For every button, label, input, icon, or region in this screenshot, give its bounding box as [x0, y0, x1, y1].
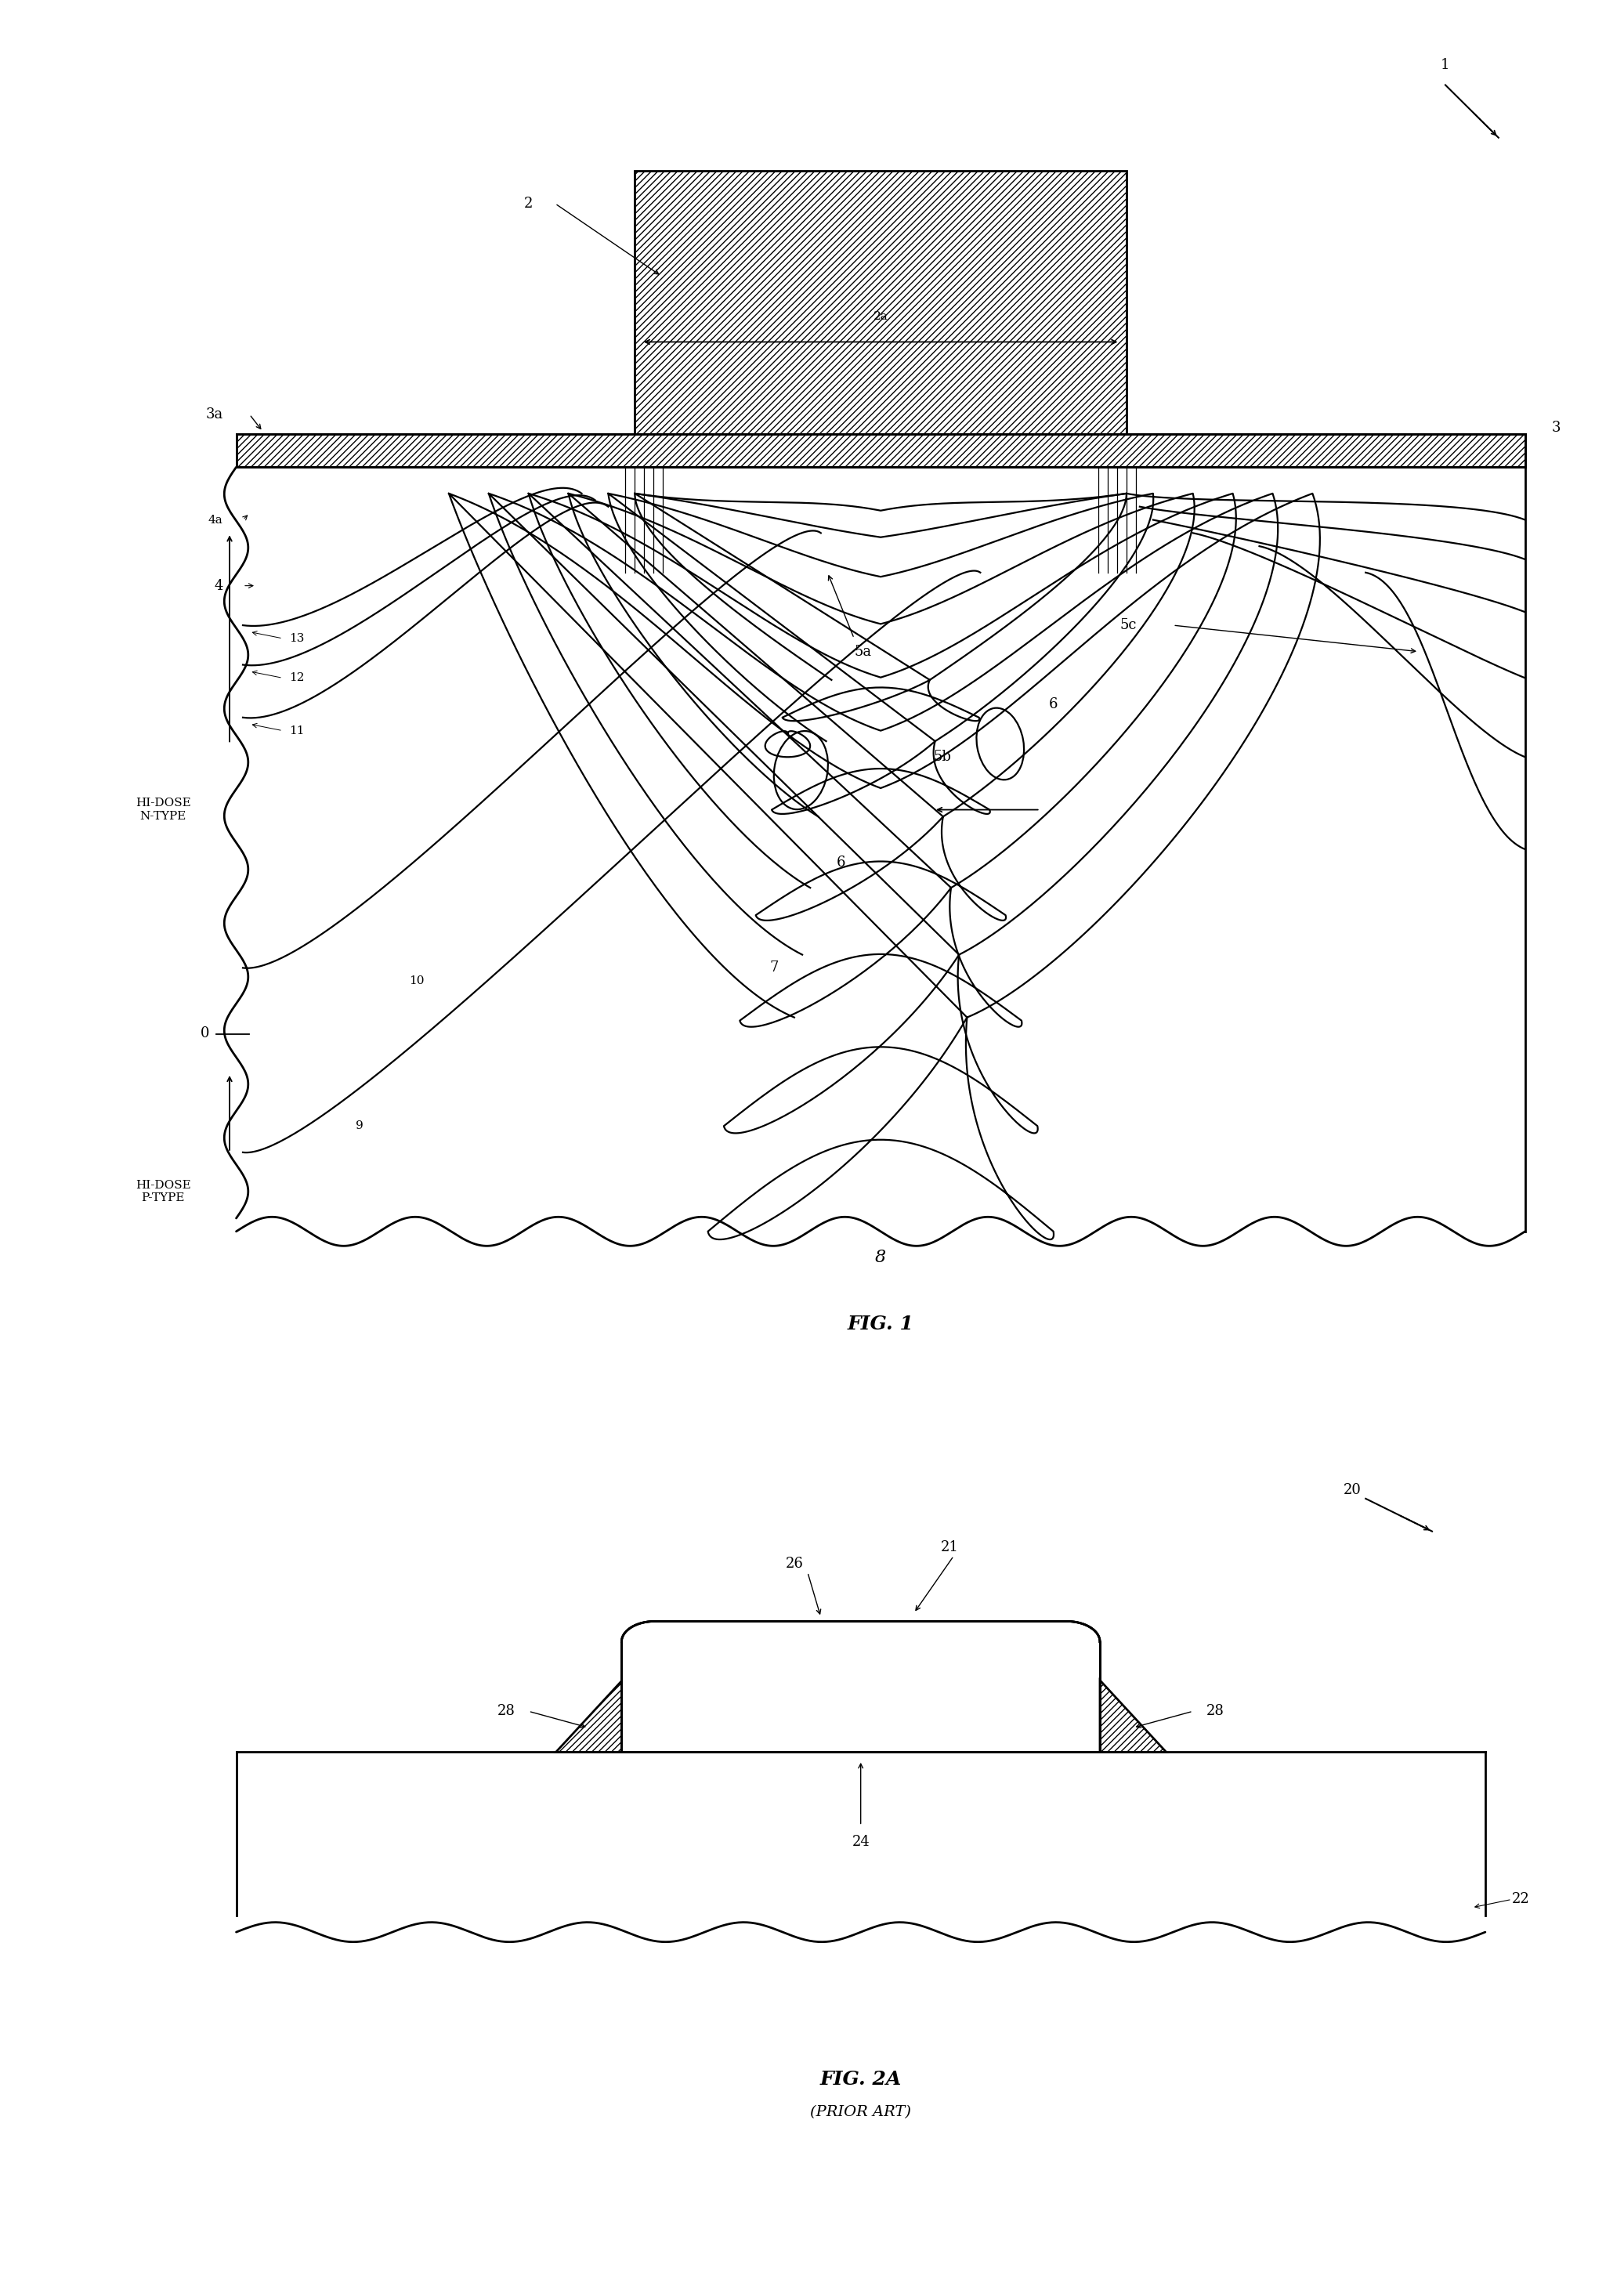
Text: FIG. 2A: FIG. 2A — [820, 2070, 901, 2088]
Text: 20: 20 — [1343, 1484, 1361, 1497]
Text: 24: 24 — [853, 1836, 869, 1849]
Text: 3a: 3a — [206, 407, 222, 423]
Text: 9: 9 — [356, 1120, 364, 1131]
Text: HI-DOSE
N-TYPE: HI-DOSE N-TYPE — [135, 797, 192, 822]
Text: 11: 11 — [289, 725, 305, 736]
Text: 3: 3 — [1551, 420, 1561, 434]
Text: 21: 21 — [940, 1540, 958, 1554]
Text: 0: 0 — [201, 1027, 209, 1041]
Text: HI-DOSE
P-TYPE: HI-DOSE P-TYPE — [135, 1179, 192, 1204]
Text: 4: 4 — [214, 579, 222, 593]
Text: 7: 7 — [770, 961, 780, 975]
Text: 28: 28 — [1207, 1704, 1224, 1718]
Text: 5a: 5a — [854, 645, 872, 659]
Text: 1: 1 — [1440, 59, 1450, 73]
Bar — [635, 170, 1127, 434]
Polygon shape — [555, 1681, 622, 1752]
Text: (PRIOR ART): (PRIOR ART) — [810, 2104, 911, 2120]
Bar — [235, 434, 1525, 468]
Text: 26: 26 — [786, 1556, 804, 1572]
Text: 8: 8 — [875, 1250, 887, 1266]
Text: 10: 10 — [409, 975, 424, 986]
Text: 5b: 5b — [934, 750, 952, 763]
Polygon shape — [1099, 1681, 1166, 1752]
Text: 22: 22 — [1512, 1893, 1530, 1906]
Text: FIG. 1: FIG. 1 — [848, 1313, 914, 1334]
Text: 28: 28 — [497, 1704, 515, 1718]
Text: 6: 6 — [1049, 698, 1057, 711]
Text: 4a: 4a — [208, 513, 222, 525]
Text: 13: 13 — [289, 634, 305, 643]
Bar — [622, 1622, 1099, 1752]
Text: 6: 6 — [836, 854, 846, 870]
Text: 2: 2 — [525, 195, 533, 211]
Text: 12: 12 — [289, 673, 305, 684]
Text: 5c: 5c — [1121, 618, 1137, 632]
Text: 2a: 2a — [874, 311, 888, 323]
